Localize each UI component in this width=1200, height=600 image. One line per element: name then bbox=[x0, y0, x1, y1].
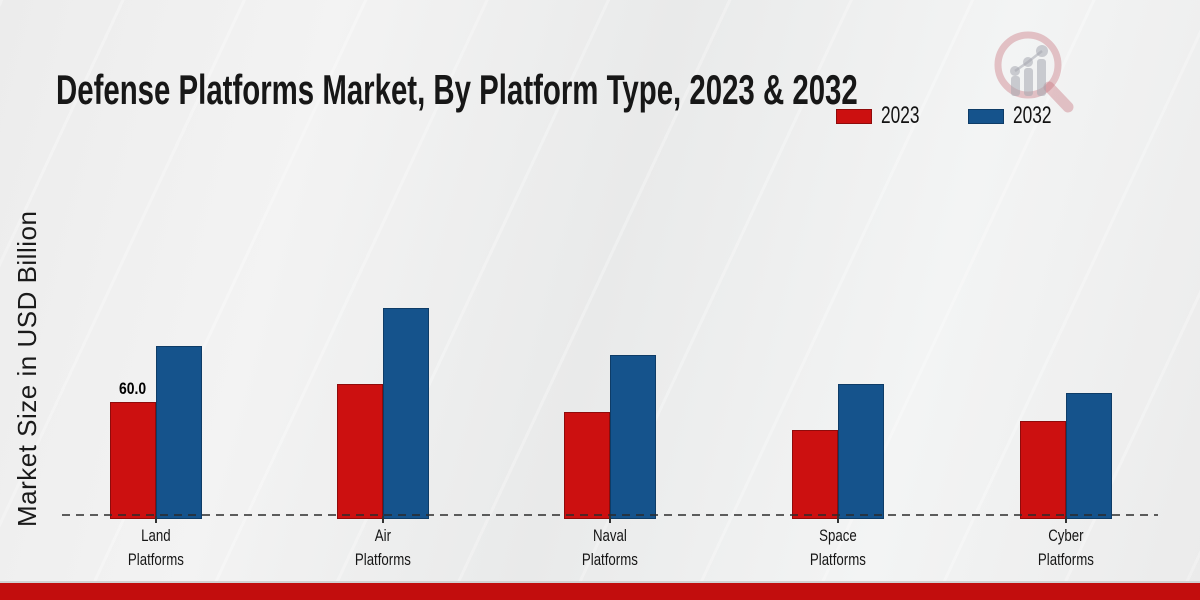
category-label-naval-platforms: Naval Platforms bbox=[581, 526, 638, 569]
magnifier-handle-icon bbox=[1043, 81, 1074, 113]
legend-swatch-2023 bbox=[836, 108, 872, 124]
legend-item-2023: 2023 bbox=[836, 102, 934, 130]
category-label-space-platforms: Space Platforms bbox=[809, 526, 866, 569]
x-tick-air-platforms bbox=[382, 516, 384, 523]
x-tick-land-platforms bbox=[155, 516, 157, 523]
footer-bar bbox=[0, 583, 1200, 600]
bar-2023-air-platforms bbox=[337, 384, 383, 519]
x-tick-cyber-platforms bbox=[1065, 516, 1067, 523]
chart-title: Defense Platforms Market, By Platform Ty… bbox=[56, 66, 858, 114]
brand-watermark-logo bbox=[994, 31, 1074, 113]
bar-2032-cyber-platforms bbox=[1066, 393, 1112, 519]
category-label-cyber-platforms: Cyber Platforms bbox=[1037, 526, 1094, 569]
trend-line-icon bbox=[1014, 50, 1043, 73]
bar-2032-land-platforms bbox=[156, 346, 202, 519]
data-label-2023: 60.0 bbox=[119, 379, 147, 398]
category-label-air-platforms: Air Platforms bbox=[354, 526, 411, 569]
bar-2023-cyber-platforms bbox=[1020, 421, 1066, 519]
bar-2023-land-platforms bbox=[110, 402, 156, 519]
bar-2032-naval-platforms bbox=[610, 355, 656, 519]
x-tick-space-platforms bbox=[837, 516, 839, 523]
bar-2032-air-platforms bbox=[383, 308, 429, 519]
category-label-land-platforms: Land Platforms bbox=[127, 526, 184, 569]
footer-divider bbox=[0, 581, 1200, 583]
x-tick-naval-platforms bbox=[609, 516, 611, 523]
bar-2032-space-platforms bbox=[838, 384, 884, 519]
legend-swatch-2032 bbox=[968, 108, 1005, 124]
bar-2023-space-platforms bbox=[792, 430, 838, 519]
legend-item-2032: 2032 bbox=[968, 102, 1066, 130]
bar-2023-naval-platforms bbox=[564, 412, 610, 519]
legend: 2023 2032 bbox=[836, 102, 1067, 130]
legend-label-2023: 2023 bbox=[881, 102, 920, 129]
legend-label-2032: 2032 bbox=[1013, 102, 1052, 129]
